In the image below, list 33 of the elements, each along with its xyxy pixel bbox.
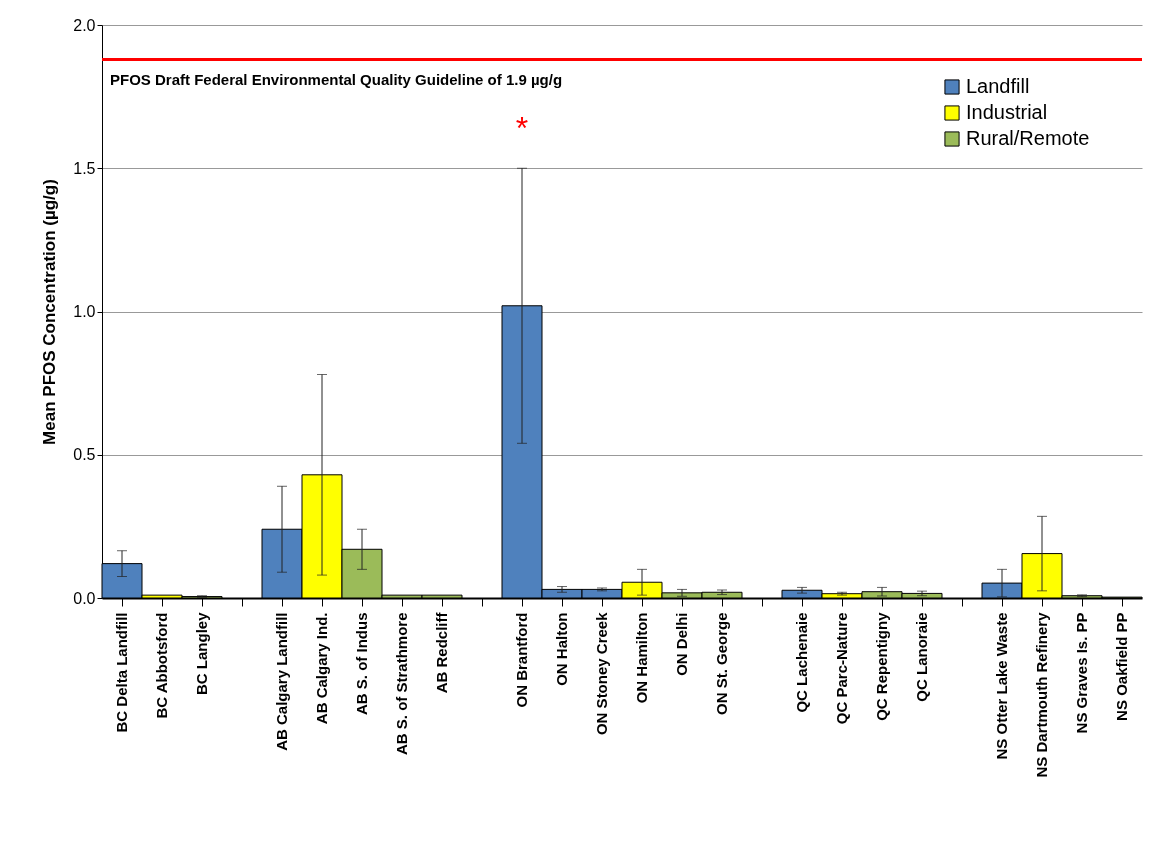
x-tick-label: BC Langley	[193, 611, 210, 696]
x-tick-label: ON Halton	[553, 612, 570, 686]
x-tick-label: QC Lachenaie	[793, 612, 810, 713]
x-tick-label: QC Repentigny	[873, 611, 890, 721]
x-tick-label: BC Abbotsford	[153, 612, 170, 719]
x-tick-label: ON Brantford	[513, 612, 530, 708]
x-tick-label: ON Hamilton	[633, 612, 650, 704]
ref-line-label: PFOS Draft Federal Environmental Quality Guideline of 1.9 µg/g	[110, 71, 563, 89]
legend-label: Industrial	[966, 101, 1048, 123]
annotation: *	[515, 110, 529, 147]
x-tick-label: NS Otter Lake Waste	[993, 612, 1010, 760]
y-tick-label: 1.5	[73, 159, 96, 177]
x-tick-label: AB Calgary Landfill	[273, 612, 290, 751]
x-tick-label: AB Redcliff	[433, 611, 450, 694]
x-tick-label: AB S. of Strathmore	[393, 612, 410, 756]
y-tick-label: 0.0	[73, 589, 96, 607]
y-tick-label: 2.0	[73, 16, 96, 34]
x-tick-label: NS Dartmouth Refinery	[1033, 611, 1050, 778]
x-tick-label: NS Oakfield PP	[1113, 612, 1130, 721]
x-tick-label: ON St. George	[713, 612, 730, 716]
x-tick-label: ON Delhi	[673, 612, 690, 676]
y-tick-label: 1.0	[73, 303, 96, 320]
legend-label: Landfill	[966, 75, 1030, 97]
x-tick-label: AB S. of Indus	[353, 612, 370, 715]
x-tick-label: AB Calgary Ind.	[313, 612, 330, 725]
x-tick-label: QC Lanoraie	[913, 612, 930, 702]
y-tick-label: 0.5	[73, 446, 96, 464]
legend-label: Rural/Remote	[966, 127, 1090, 149]
x-tick-label: QC Parc-Nature	[833, 612, 850, 725]
y-axis-title: Mean PFOS Concentration (µg/g)	[40, 179, 60, 445]
x-tick-label: ON Stoney Creek	[593, 611, 610, 736]
x-tick-label: NS Graves Is. PP	[1073, 612, 1090, 734]
x-tick-label: BC Delta Landfill	[113, 612, 130, 733]
